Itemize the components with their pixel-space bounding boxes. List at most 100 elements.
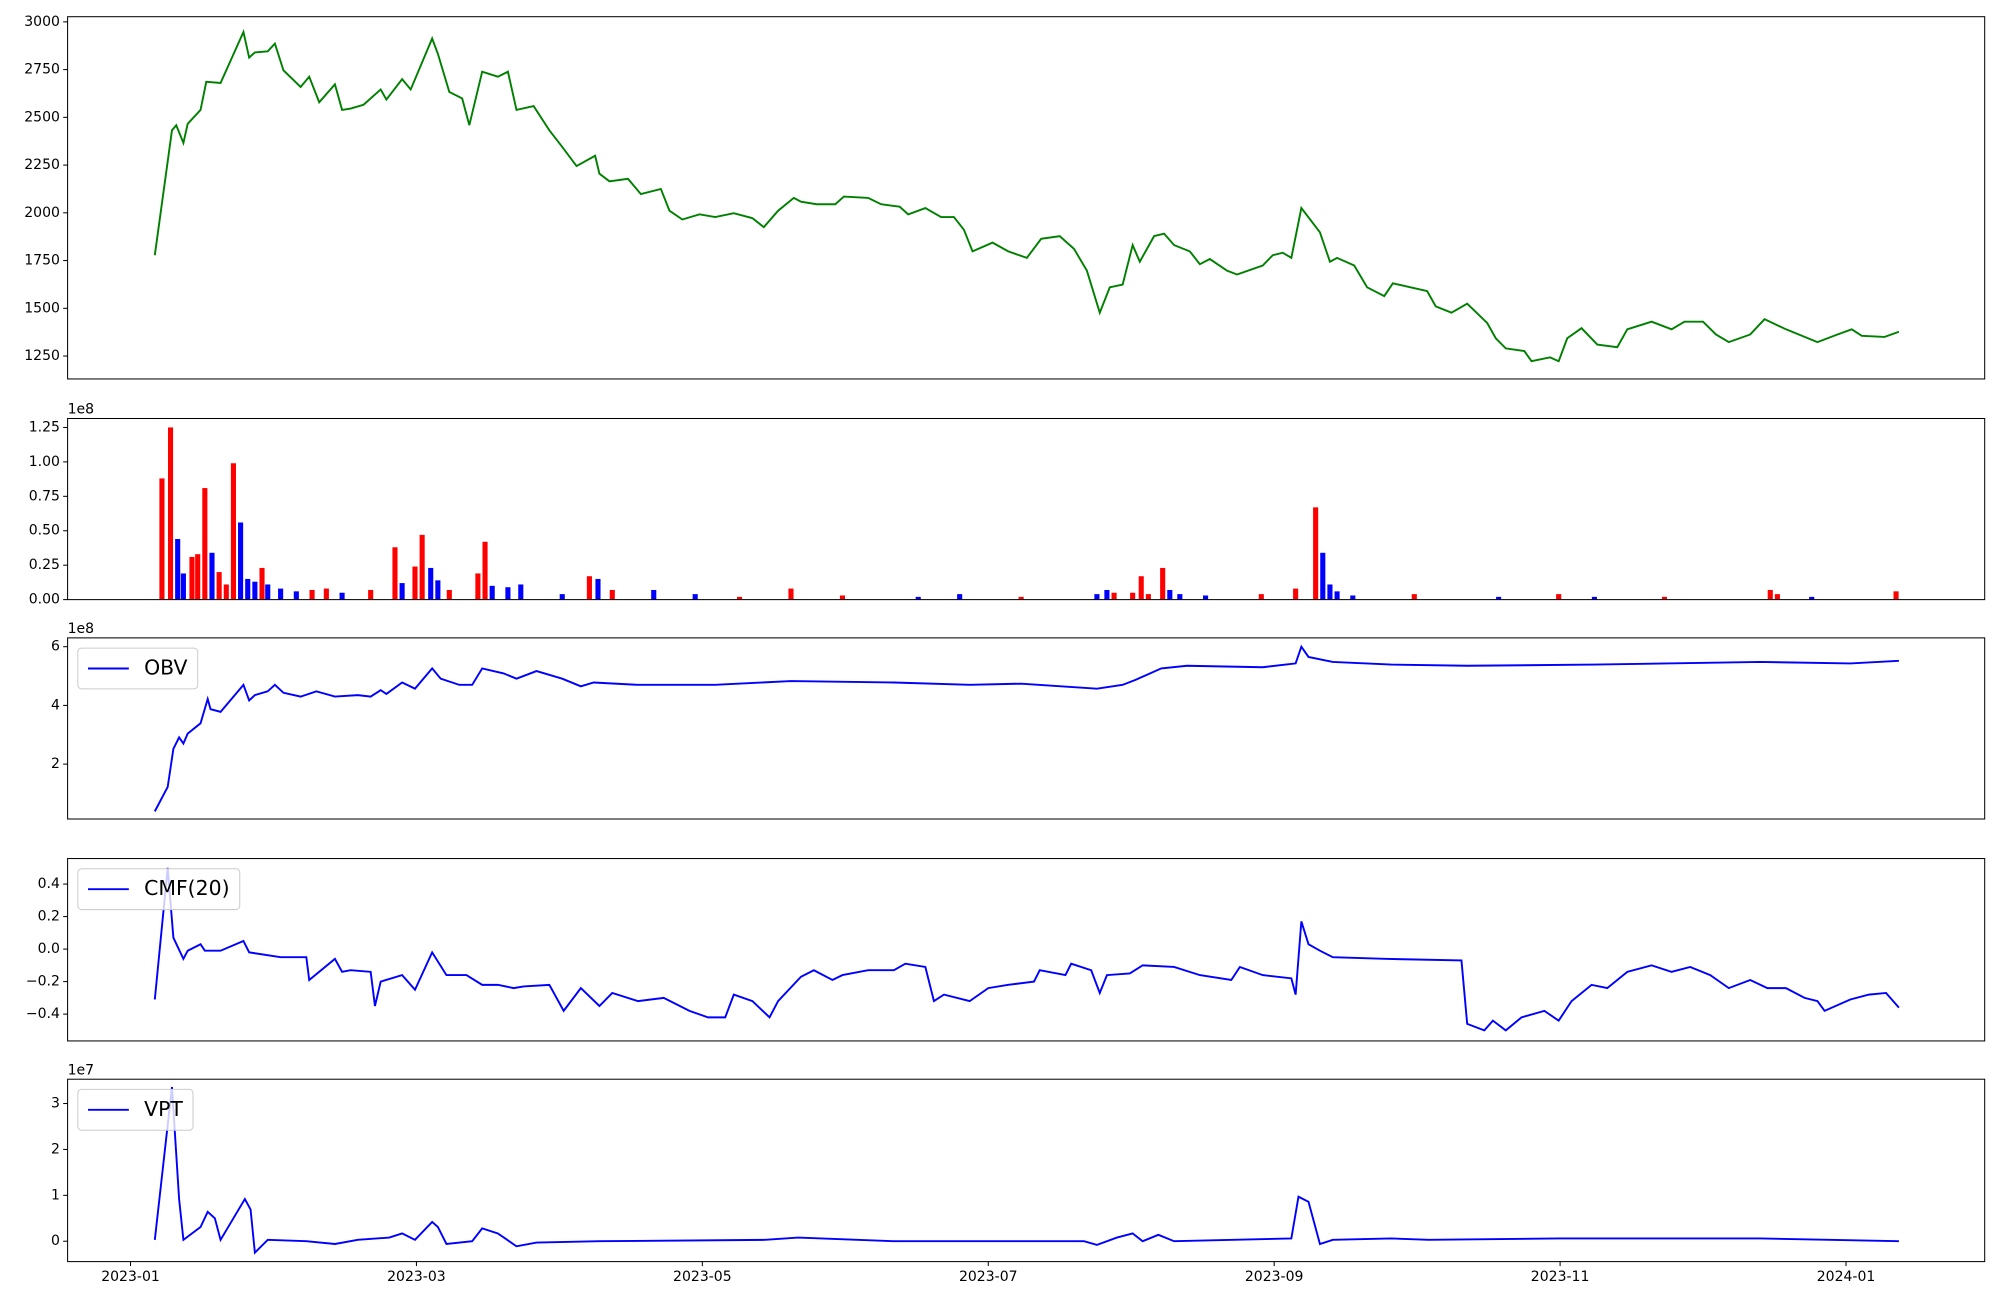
y-tick-label: 1250 [24,348,60,364]
bar [1893,591,1899,600]
bar [1258,594,1264,600]
bar [595,578,601,600]
y-tick-label: 0.4 [38,876,60,892]
bar [915,596,921,600]
bar [1203,595,1209,600]
bar [446,589,452,600]
bar [159,478,165,600]
bar [1160,567,1166,600]
bar [482,541,488,600]
y-tick-label: 3000 [24,14,60,30]
y-tick-label: 0.50 [29,523,60,539]
bar [1145,594,1151,600]
x-tick-label: 2023-09 [1245,1269,1304,1285]
bar [1350,595,1356,600]
bar [475,573,481,600]
bar [559,594,565,600]
offset-text: 1e8 [68,402,94,418]
legend-label: CMF(20) [144,876,229,900]
line [153,1086,1899,1255]
y-tick-label: 2250 [24,157,60,173]
y-tick-label: 3 [51,1096,60,1112]
bar [1293,588,1299,600]
bar [223,584,229,600]
bar [216,572,222,600]
bar [265,584,271,600]
line [153,28,1900,363]
bar [1591,596,1597,600]
bar [957,594,963,600]
bar [1496,596,1502,600]
x-tick-label: 2023-11 [1531,1269,1590,1285]
x-tick-label: 2023-01 [101,1269,160,1285]
axes-frame [67,16,1986,380]
bar [195,554,201,600]
bar [339,592,345,600]
y-tick-label: 2500 [24,109,60,125]
bar [189,556,195,600]
y-tick-label: 0.75 [29,488,60,504]
legend-label: OBV [144,655,187,679]
y-tick-label: 1.00 [29,454,60,470]
y-tick-label: 0.0 [38,941,60,957]
bar [419,534,425,600]
bar [1334,591,1340,600]
bar [1111,592,1117,600]
bar [736,596,743,600]
x-tick-label: 2023-07 [959,1269,1018,1285]
legend-label: VPT [144,1097,183,1121]
y-tick-label: 4 [51,697,60,713]
bar [1556,594,1562,600]
axes-frame [67,1078,1986,1263]
x-tick-label: 2023-03 [387,1269,446,1285]
bar [230,463,236,600]
bar [1809,596,1815,600]
bar [175,539,181,600]
bar [202,488,208,600]
y-tick-label: −0.2 [26,974,60,990]
axes-frame [67,417,1986,601]
axes-frame [67,858,1986,1042]
offset-text: 1e7 [68,1062,94,1078]
bar [1104,589,1110,600]
y-tick-label: 2 [51,1141,60,1157]
bar [1177,594,1183,600]
bar [428,567,434,600]
bar [651,589,657,600]
bar [259,567,265,600]
bar [435,580,441,600]
y-tick-label: 2 [51,756,60,772]
bar [167,427,174,600]
bar [1327,584,1333,600]
bar [609,589,615,600]
y-tick-label: 2750 [24,62,60,78]
bar [392,547,398,600]
bar [1094,594,1100,600]
y-tick-label: 1750 [24,253,60,269]
bar [1313,507,1319,600]
bar [309,589,315,600]
bar [1411,594,1417,600]
bar [399,583,405,600]
legend-box [77,647,199,690]
y-tick-label: 2000 [24,205,60,221]
y-tick-label: −0.4 [26,1006,60,1022]
bar [505,587,511,600]
y-tick-label: 1 [51,1187,60,1203]
bar [180,573,186,600]
bar [586,576,592,600]
bar [1130,592,1136,600]
bar [692,594,698,600]
line [153,644,1899,812]
y-tick-label: 0.25 [29,557,60,573]
bar [293,591,299,600]
x-tick-label: 2023-05 [673,1269,732,1285]
bar [245,578,251,600]
bar [788,588,794,600]
line [153,867,1900,1032]
bar [1320,552,1326,600]
offset-text: 1e8 [68,621,94,637]
